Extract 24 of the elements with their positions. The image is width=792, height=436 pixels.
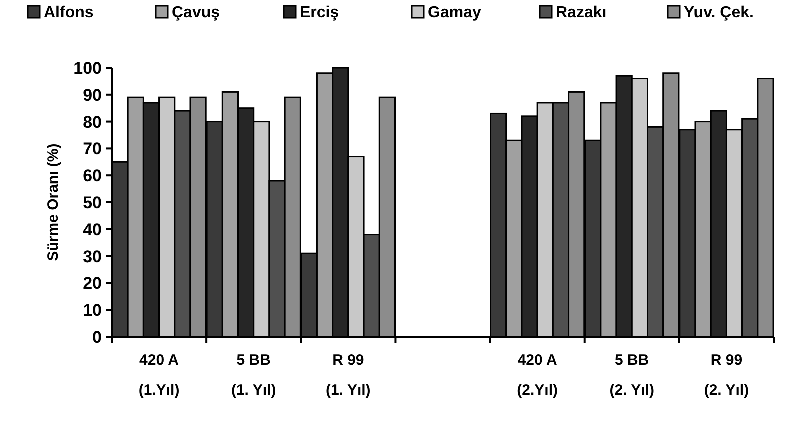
y-tick-label: 100 [74, 58, 102, 78]
y-tick-label: 10 [83, 301, 102, 320]
legend-label: Yuv. Çek. [684, 4, 754, 22]
legend-label: Çavuş [172, 4, 220, 22]
y-tick-label: 40 [83, 220, 102, 240]
y-tick-label: 60 [83, 166, 102, 186]
y-tick-label: 90 [83, 86, 102, 105]
y-tick-label: 70 [83, 140, 102, 159]
y-tick-label: 0 [92, 328, 102, 347]
y-tick-label: 50 [83, 193, 102, 212]
legend-label: Alfons [44, 4, 94, 22]
y-tick-label: 30 [83, 247, 102, 266]
x-tick-label: 420 A (1.Yıl) [138, 352, 180, 399]
x-tick-label: R 99 (1. Yıl) [326, 352, 371, 399]
x-tick-label: 420 A (2.Yıl) [517, 352, 558, 399]
y-axis-title: Sürme Oranı (%) [45, 144, 62, 262]
x-tick-label: 5 BB (2. Yıl) [610, 352, 655, 399]
x-tick-label: 5 BB (1. Yıl) [231, 352, 276, 399]
legend-label: Erciş [300, 4, 340, 22]
legend-label: Gamay [428, 4, 482, 22]
legend-label: Razakı [556, 4, 607, 22]
x-tick-label: R 99 (2. Yıl) [704, 352, 750, 399]
y-tick-label: 20 [83, 274, 102, 294]
y-tick-label: 80 [83, 112, 102, 132]
